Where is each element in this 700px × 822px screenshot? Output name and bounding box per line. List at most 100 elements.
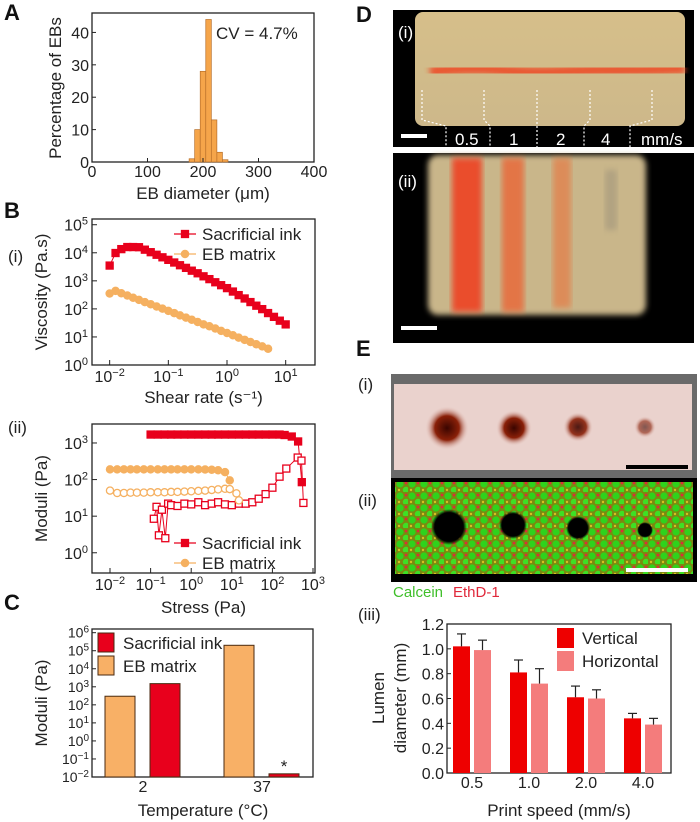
data-point — [299, 498, 308, 508]
data-point — [149, 514, 158, 523]
x-tick-label: 0 — [88, 164, 97, 181]
data-point — [254, 430, 263, 439]
histogram-bar — [199, 70, 207, 163]
legend-calcein: Calcein — [393, 584, 443, 601]
x-tick-label: 101 — [274, 367, 298, 386]
photo-d-i: (i) 0.5 1 2 4 mm/s — [393, 10, 694, 183]
panel-label-e: E — [356, 336, 371, 361]
data-point — [160, 430, 169, 439]
x-tick-label: 100 — [179, 575, 203, 594]
x-tick-label: 1.0 — [518, 775, 540, 792]
x-tick-label: 10−2 — [95, 575, 125, 594]
legend-swatch — [557, 651, 574, 671]
sublabel-e-i: (i) — [358, 375, 373, 394]
y-axis-label-line2: diameter (mm) — [391, 643, 410, 754]
bar — [474, 650, 491, 773]
y-tick-label: 0.6 — [422, 692, 444, 709]
y-tick-label: 102 — [68, 697, 90, 713]
y-tick-label: 106 — [68, 625, 90, 641]
y-tick-label: 100 — [64, 544, 88, 563]
scale-bar — [626, 465, 688, 469]
data-point — [186, 465, 196, 474]
x-axis-label: Temperature (°C) — [138, 801, 269, 820]
data-point — [297, 456, 306, 465]
x-axis-label: Shear rate (s⁻¹) — [144, 388, 263, 407]
panel-label-d: D — [356, 2, 372, 27]
speed-label: 2 — [556, 130, 565, 149]
data-point — [200, 430, 210, 439]
y-tick-label: 40 — [71, 25, 89, 42]
chart-bii: 10−2 10−1 100 101 102 103 100 101 102 103 Sacrific… — [32, 423, 325, 617]
y-tick-label: 1.2 — [422, 617, 444, 634]
plot-frame — [91, 628, 314, 778]
data-point — [180, 430, 189, 439]
data-point — [132, 465, 142, 474]
speed-unit: mm/s — [641, 130, 683, 149]
legend-marker — [180, 558, 190, 568]
legend-label: EB matrix — [123, 657, 197, 676]
legend-label: EB matrix — [202, 245, 276, 264]
y-tick-label: 105 — [68, 643, 90, 659]
data-point — [187, 430, 196, 439]
data-point — [173, 430, 182, 439]
data-point — [187, 500, 196, 509]
sublabel-b-i: (i) — [8, 247, 23, 266]
bar — [223, 644, 255, 778]
y-tick-label: 104 — [68, 661, 90, 677]
y-axis-label: Percentage of EBs — [46, 17, 65, 159]
bar — [510, 672, 527, 773]
y-tick-label: 101 — [64, 328, 88, 347]
histogram-bar — [188, 158, 196, 163]
x-tick-label: 100 — [215, 367, 239, 386]
x-tick-label: 200 — [190, 164, 217, 181]
bar — [531, 683, 548, 773]
scale-bar — [626, 568, 688, 572]
y-tick-label: 0.8 — [422, 667, 444, 684]
sublabel-b-ii: (ii) — [8, 418, 27, 437]
legend-swatch — [97, 655, 115, 676]
sublabel-d-ii: (ii) — [398, 172, 417, 191]
scale-bar — [401, 326, 437, 330]
legend-label: Vertical — [582, 629, 638, 648]
x-tick-label: 10−1 — [153, 367, 183, 386]
speed-label: 0.5 — [455, 130, 479, 149]
data-point — [220, 500, 230, 509]
y-tick-label: 103 — [64, 272, 88, 291]
bar — [645, 724, 662, 773]
data-point — [225, 484, 235, 494]
y-tick-label: 30 — [71, 58, 89, 75]
panel-label-a: A — [4, 0, 20, 25]
data-point — [180, 487, 189, 496]
histogram-bar — [205, 19, 212, 163]
data-point — [200, 501, 210, 510]
sublabel-e-iii: (iii) — [358, 605, 381, 624]
histogram-bar — [216, 151, 223, 163]
y-tick-label: 1.0 — [422, 642, 444, 659]
data-point — [213, 485, 223, 494]
plot-frame — [91, 423, 316, 574]
y-tick-label: 10 — [71, 123, 89, 140]
y-axis-label: Moduli (Pa) — [32, 660, 51, 747]
x-axis-label: Print speed (mm/s) — [487, 801, 631, 820]
data-point — [280, 430, 289, 440]
scale-bar — [401, 134, 427, 138]
annotation-asterisk: * — [281, 757, 288, 776]
data-point — [213, 498, 223, 507]
x-tick-label: 37 — [253, 779, 271, 796]
panel-label-c: C — [4, 590, 20, 615]
legend-label: EB matrix — [202, 554, 276, 573]
data-point — [161, 534, 170, 543]
data-point — [241, 499, 250, 508]
legend-ethd: EthD-1 — [453, 584, 500, 601]
data-point — [281, 320, 290, 329]
data-point — [232, 489, 241, 498]
y-axis-label: Moduli (Pa) — [32, 455, 51, 542]
data-point — [157, 505, 167, 514]
data-point — [287, 432, 296, 441]
x-tick-label: 102 — [260, 575, 284, 594]
data-point — [173, 465, 182, 474]
charts: 0 100 200 300 400 0 10 20 30 40 CV = 4.7% EB diamet… — [32, 12, 672, 820]
photo-e-ii — [391, 478, 697, 582]
x-tick-label: 101 — [220, 575, 244, 594]
data-point — [297, 478, 306, 487]
